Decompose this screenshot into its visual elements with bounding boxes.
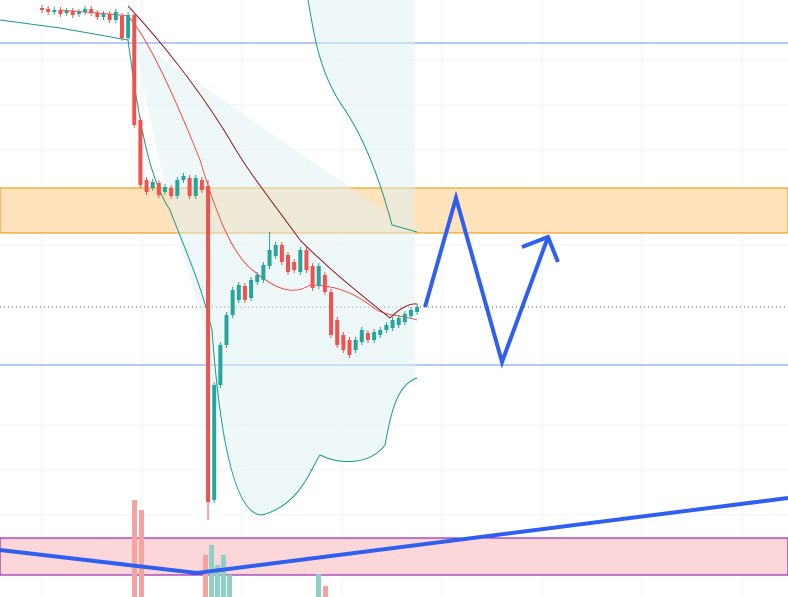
candle-body bbox=[236, 285, 241, 300]
candle-body bbox=[83, 9, 88, 12]
candle-body bbox=[58, 10, 63, 14]
candle-body bbox=[255, 275, 260, 282]
candle-body bbox=[249, 280, 254, 298]
projection-arrow bbox=[521, 234, 560, 263]
bollinger-lower bbox=[0, 19, 418, 516]
candle-body bbox=[163, 187, 167, 192]
candle-body bbox=[365, 333, 370, 340]
candle-body bbox=[242, 286, 247, 300]
candle-body bbox=[169, 188, 174, 196]
ema-slow bbox=[127, 5, 418, 319]
candle-body bbox=[101, 14, 106, 17]
trend-line bbox=[0, 496, 788, 576]
candle-body bbox=[402, 314, 407, 322]
candle-body bbox=[218, 345, 223, 385]
bollinger-fill bbox=[135, 0, 415, 515]
candle-body bbox=[230, 290, 235, 315]
candle-body bbox=[46, 9, 51, 12]
candle-body bbox=[347, 340, 352, 355]
candle-body bbox=[138, 120, 143, 185]
candle-body bbox=[64, 11, 69, 13]
candle-body bbox=[292, 262, 297, 270]
candle-body bbox=[144, 180, 149, 192]
candle-body bbox=[286, 255, 290, 272]
candle-body bbox=[175, 180, 180, 196]
candle-body bbox=[199, 180, 204, 190]
candle-body bbox=[341, 335, 346, 350]
candle-body bbox=[107, 14, 112, 20]
candle-body bbox=[353, 340, 358, 350]
candle-body bbox=[95, 13, 100, 17]
candle-body bbox=[415, 307, 420, 312]
candle-body bbox=[187, 178, 192, 196]
support-zone bbox=[0, 537, 788, 576]
candle-body bbox=[304, 250, 309, 270]
candle-body bbox=[316, 266, 321, 286]
candle-body bbox=[193, 178, 198, 196]
candle-body bbox=[89, 9, 94, 13]
candle-body bbox=[409, 310, 413, 316]
candle-body bbox=[132, 15, 137, 125]
candle-body bbox=[372, 332, 377, 340]
candle-body bbox=[384, 325, 389, 330]
candle-body bbox=[156, 183, 161, 195]
candle-body bbox=[40, 8, 44, 10]
candle-body bbox=[322, 275, 327, 292]
candle-body bbox=[298, 250, 303, 272]
candle-body bbox=[329, 292, 334, 335]
candle-body bbox=[261, 265, 266, 280]
candle-body bbox=[126, 15, 131, 38]
candle-body bbox=[378, 330, 383, 335]
candle-body bbox=[359, 330, 364, 342]
candle-body bbox=[335, 320, 340, 345]
candle-body bbox=[390, 320, 395, 328]
candle-body bbox=[181, 176, 186, 180]
candle-body bbox=[310, 266, 315, 288]
candle-body bbox=[119, 16, 124, 38]
candles bbox=[40, 5, 420, 520]
candle-body bbox=[150, 182, 155, 188]
candle-body bbox=[279, 245, 284, 262]
candle-body bbox=[206, 186, 211, 502]
bollinger-upper bbox=[307, 0, 418, 233]
projection-path bbox=[423, 190, 550, 369]
candle-body bbox=[70, 11, 75, 15]
candle-body bbox=[273, 245, 278, 256]
candle-body bbox=[224, 315, 229, 345]
candle-body bbox=[267, 250, 272, 266]
candle-body bbox=[52, 10, 57, 12]
candle-body bbox=[113, 12, 118, 20]
candle-body bbox=[76, 12, 81, 14]
candle-body bbox=[396, 318, 401, 325]
candle-body bbox=[212, 385, 217, 500]
ema-fast bbox=[59, 9, 418, 321]
